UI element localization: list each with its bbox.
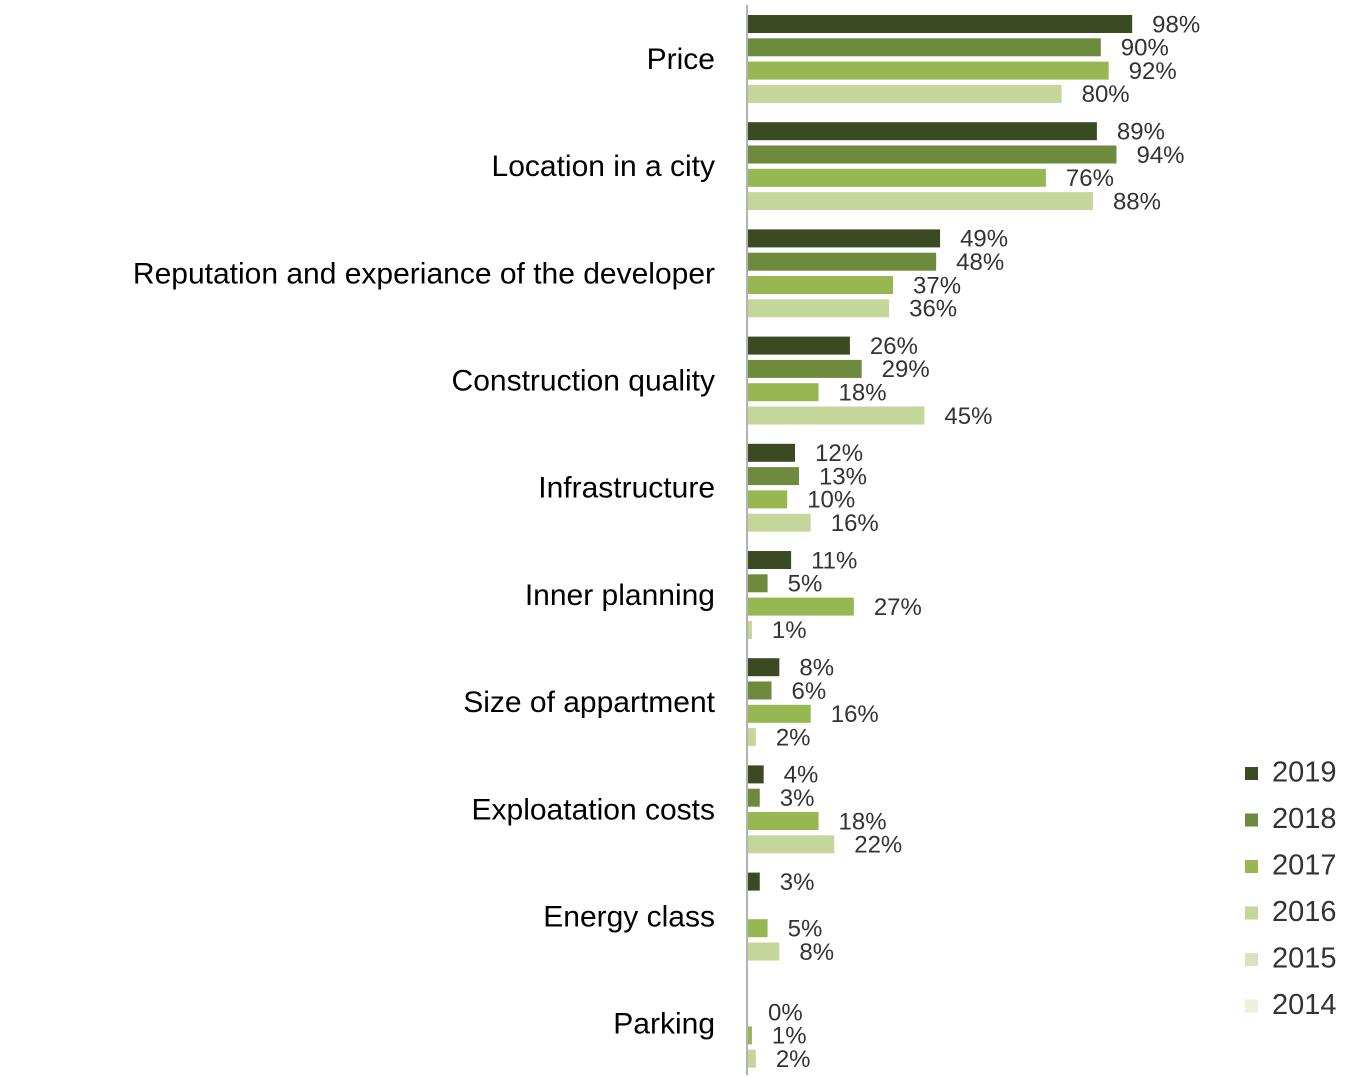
bar <box>748 145 1117 164</box>
bar <box>748 513 811 532</box>
bar <box>748 15 1133 33</box>
bar <box>748 620 752 639</box>
bar <box>748 299 890 318</box>
bar <box>748 168 1046 187</box>
bar <box>748 192 1093 211</box>
value-label: 27% <box>874 594 922 621</box>
value-label: 98% <box>1152 11 1200 38</box>
value-label: 5% <box>788 916 823 943</box>
value-label: 16% <box>831 701 879 728</box>
category-label: Price <box>647 43 715 76</box>
legend-swatch <box>1245 906 1258 920</box>
bar <box>748 942 780 961</box>
value-label: 90% <box>1121 35 1169 62</box>
category-label: Energy class <box>543 901 715 934</box>
category-label: Exploatation costs <box>472 793 715 826</box>
category-label: Parking <box>613 1008 715 1041</box>
legend-label: 2015 <box>1272 943 1337 975</box>
category-label: Location in a city <box>492 150 715 183</box>
bar <box>748 38 1101 57</box>
bar <box>748 383 819 402</box>
value-label: 8% <box>799 939 834 966</box>
category-label: Size of appartment <box>463 686 715 719</box>
value-label: 45% <box>944 403 992 430</box>
bar <box>748 276 894 294</box>
bar <box>748 406 925 425</box>
value-label: 76% <box>1066 165 1114 192</box>
value-label: 89% <box>1117 119 1165 146</box>
value-label: 94% <box>1136 142 1184 169</box>
value-label: 18% <box>839 380 887 407</box>
bar <box>748 574 768 593</box>
value-label: 2% <box>776 1046 811 1073</box>
value-label: 3% <box>780 869 815 896</box>
category-label: Construction quality <box>452 365 715 398</box>
bar <box>748 704 811 723</box>
bar <box>748 551 792 569</box>
legend-swatch <box>1245 953 1258 966</box>
value-label: 49% <box>960 226 1008 253</box>
bar <box>748 84 1062 103</box>
bar <box>748 872 760 891</box>
bar <box>748 359 862 378</box>
legend-label: 2019 <box>1272 757 1337 789</box>
category-label: Inner planning <box>525 579 715 612</box>
bar <box>748 788 760 807</box>
legend-swatch <box>1245 813 1258 827</box>
value-label: 11% <box>811 547 857 574</box>
value-label: 26% <box>870 333 918 360</box>
bar <box>748 835 835 854</box>
value-label: 12% <box>815 440 863 467</box>
bar <box>748 658 780 677</box>
value-label: 10% <box>807 487 855 514</box>
value-label: 92% <box>1129 58 1177 85</box>
value-label: 3% <box>780 785 815 812</box>
value-label: 22% <box>854 832 902 859</box>
legend-label: 2014 <box>1272 989 1337 1021</box>
value-label: 88% <box>1113 188 1161 215</box>
value-label: 1% <box>772 617 807 644</box>
legend-swatch <box>1245 767 1258 780</box>
bar <box>748 812 819 830</box>
legend-label: 2017 <box>1272 850 1337 882</box>
value-label: 13% <box>819 463 867 490</box>
value-label: 80% <box>1082 81 1130 108</box>
bar <box>748 336 850 355</box>
bar <box>748 229 941 248</box>
value-label: 29% <box>882 356 930 383</box>
legend-label: 2016 <box>1272 896 1337 928</box>
bar <box>748 61 1109 80</box>
category-label: Reputation and experiance of the develop… <box>133 257 715 290</box>
value-label: 37% <box>913 272 961 299</box>
bar <box>748 252 937 271</box>
value-label: 8% <box>799 655 834 682</box>
legend-label: 2018 <box>1272 803 1337 835</box>
bar <box>748 467 799 486</box>
category-label: Infrastructure <box>538 472 715 505</box>
value-label: 48% <box>956 249 1004 276</box>
bar <box>748 443 796 462</box>
value-label: 16% <box>831 510 879 537</box>
legend-swatch <box>1245 999 1258 1013</box>
value-label: 4% <box>784 762 819 789</box>
value-label: 36% <box>909 296 957 323</box>
legend-swatch <box>1245 860 1258 873</box>
value-label: 6% <box>792 678 827 705</box>
bar <box>748 728 756 747</box>
bar <box>748 122 1097 141</box>
value-label: 2% <box>776 724 811 751</box>
value-label: 0% <box>768 999 803 1026</box>
bar <box>748 1026 752 1045</box>
value-label: 1% <box>772 1023 807 1050</box>
bar <box>748 490 788 509</box>
value-label: 5% <box>788 571 823 598</box>
bar <box>748 681 772 700</box>
bar <box>748 1049 756 1068</box>
bar <box>748 597 854 616</box>
value-label: 18% <box>839 808 887 835</box>
bar <box>748 919 768 938</box>
bar <box>748 765 764 784</box>
